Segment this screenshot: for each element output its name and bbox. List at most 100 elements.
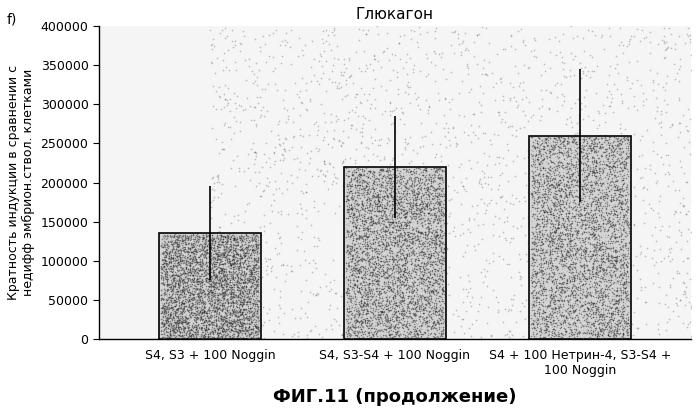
Point	[418, 265, 429, 272]
Point	[247, 268, 258, 275]
Point	[222, 251, 233, 257]
Point	[244, 335, 255, 341]
Point	[553, 301, 564, 307]
Point	[510, 45, 521, 52]
Point	[611, 254, 623, 261]
Point	[401, 259, 413, 266]
Point	[399, 211, 410, 217]
Point	[608, 218, 619, 225]
Point	[426, 252, 437, 259]
Point	[600, 245, 611, 252]
Point	[374, 197, 385, 204]
Point	[158, 308, 170, 314]
Point	[427, 276, 438, 283]
Point	[345, 182, 356, 188]
Point	[483, 40, 494, 46]
Point	[221, 235, 232, 241]
Point	[369, 208, 380, 214]
Point	[575, 136, 586, 142]
Point	[170, 262, 181, 268]
Point	[576, 197, 587, 203]
Point	[388, 332, 399, 339]
Point	[392, 289, 403, 296]
Point	[184, 272, 195, 278]
Point	[385, 322, 396, 329]
Point	[616, 199, 627, 205]
Point	[614, 226, 625, 233]
Point	[604, 235, 616, 242]
Point	[214, 30, 225, 36]
Point	[616, 192, 627, 198]
Point	[372, 312, 383, 318]
Point	[353, 25, 364, 32]
Point	[236, 269, 247, 276]
Point	[552, 225, 563, 232]
Point	[652, 41, 663, 48]
Point	[369, 187, 380, 194]
Point	[569, 154, 580, 161]
Point	[361, 290, 372, 297]
Point	[567, 170, 579, 177]
Point	[617, 164, 628, 170]
Point	[681, 238, 692, 245]
Point	[694, 285, 698, 292]
Point	[481, 268, 492, 274]
Point	[600, 188, 611, 195]
Point	[382, 319, 393, 325]
Point	[387, 195, 398, 202]
Point	[424, 206, 436, 213]
Point	[550, 190, 561, 196]
Point	[214, 264, 225, 271]
Point	[214, 281, 225, 288]
Point	[414, 270, 425, 276]
Point	[223, 287, 235, 293]
Point	[583, 171, 594, 178]
Point	[585, 274, 596, 280]
Point	[373, 195, 384, 202]
Point	[394, 218, 405, 224]
Point	[556, 179, 567, 185]
Point	[394, 247, 406, 253]
Point	[291, 247, 302, 253]
Point	[535, 274, 547, 281]
Point	[591, 274, 602, 281]
Point	[218, 323, 229, 330]
Point	[601, 190, 612, 197]
Point	[599, 153, 610, 159]
Point	[594, 142, 605, 149]
Point	[159, 287, 170, 294]
Point	[382, 197, 393, 203]
Point	[218, 268, 230, 274]
Point	[611, 157, 623, 164]
Point	[534, 105, 545, 112]
Point	[373, 303, 384, 309]
Point	[242, 201, 253, 207]
Point	[168, 249, 179, 256]
Point	[251, 318, 262, 324]
Point	[431, 305, 442, 311]
Point	[530, 211, 541, 217]
Point	[602, 321, 613, 328]
Point	[165, 293, 176, 300]
Point	[604, 286, 615, 293]
Point	[413, 236, 424, 242]
Point	[564, 160, 575, 166]
Point	[174, 262, 186, 268]
Point	[225, 262, 237, 268]
Point	[397, 192, 408, 198]
Point	[186, 327, 198, 334]
Point	[431, 283, 442, 290]
Point	[165, 234, 176, 240]
Point	[185, 313, 196, 320]
Point	[302, 299, 313, 306]
Point	[367, 192, 378, 199]
Point	[389, 165, 401, 171]
Point	[439, 274, 450, 280]
Point	[218, 260, 229, 267]
Point	[434, 272, 445, 278]
Point	[165, 285, 176, 291]
Point	[174, 332, 185, 338]
Point	[345, 266, 356, 272]
Point	[618, 225, 629, 232]
Point	[342, 328, 353, 334]
